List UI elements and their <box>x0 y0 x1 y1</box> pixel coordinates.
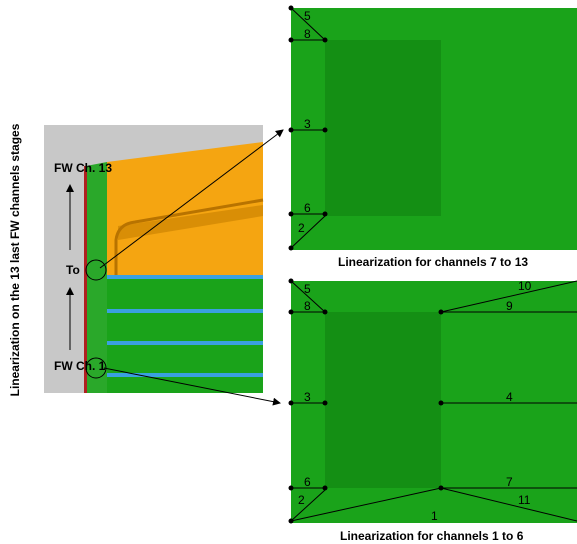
left-label: Linearization on the 13 last FW channels… <box>8 123 22 396</box>
line-number: 10 <box>518 279 532 293</box>
line-number: 6 <box>304 201 311 215</box>
line-number: 5 <box>304 282 311 296</box>
top-panel <box>289 6 577 251</box>
bottom-panel <box>289 279 577 524</box>
top-caption: Linearization for channels 7 to 13 <box>338 255 528 269</box>
line-number: 8 <box>304 27 311 41</box>
model-mid-label: To <box>66 263 80 277</box>
model-bottom-label: FW Ch. 1 <box>54 359 106 373</box>
line-number: 5 <box>304 9 311 23</box>
line-number: 3 <box>304 390 311 404</box>
line-number: 4 <box>506 390 513 404</box>
bottom-caption: Linearization for channels 1 to 6 <box>340 529 524 543</box>
line-number: 2 <box>298 493 305 507</box>
line-number: 6 <box>304 475 311 489</box>
line-number: 2 <box>298 221 305 235</box>
line-number: 1 <box>431 509 438 523</box>
line-number: 9 <box>506 299 513 313</box>
line-number: 7 <box>506 475 513 489</box>
line-number: 11 <box>518 493 531 507</box>
diagram: Linearization on the 13 last FW channels… <box>0 0 577 544</box>
model-top-label: FW Ch. 13 <box>54 161 112 175</box>
line-number: 3 <box>304 117 311 131</box>
line-number: 8 <box>304 299 311 313</box>
